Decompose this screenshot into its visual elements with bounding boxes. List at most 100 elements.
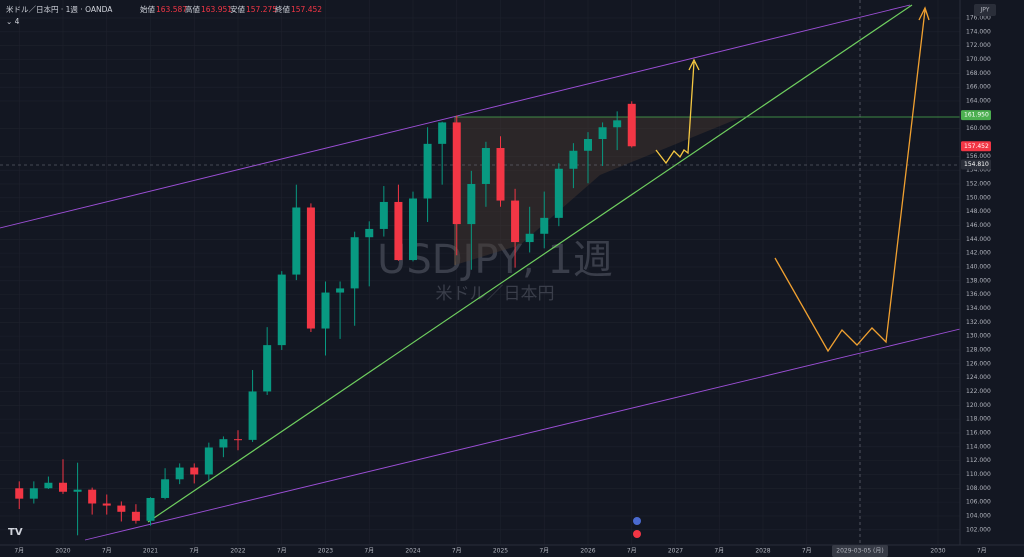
y-tick-label: 134.000 bbox=[966, 305, 991, 312]
y-tick-label: 152.000 bbox=[966, 180, 991, 187]
indicator-count-value: 4 bbox=[15, 17, 20, 26]
candle-body bbox=[102, 503, 111, 506]
y-tick-label: 138.000 bbox=[966, 277, 991, 284]
candle-body bbox=[598, 127, 607, 140]
y-tick-label: 148.000 bbox=[966, 208, 991, 215]
x-tick-label: 7月 bbox=[714, 548, 724, 555]
crosshair-date: 2029-03-05 (月) bbox=[836, 548, 883, 555]
triangle-shade bbox=[455, 117, 742, 265]
candle-body bbox=[59, 482, 67, 492]
x-tick-label: 2026 bbox=[580, 548, 595, 555]
candle-body bbox=[131, 511, 140, 521]
candle-body bbox=[525, 233, 534, 243]
ohlc-value: 157.452 bbox=[291, 5, 322, 14]
candle-body bbox=[350, 237, 359, 289]
candle-body bbox=[306, 207, 315, 329]
candle-body bbox=[394, 201, 403, 261]
x-tick-label: 2023 bbox=[318, 548, 333, 555]
candle-body bbox=[452, 122, 461, 225]
y-tick-label: 102.000 bbox=[966, 526, 991, 533]
candle-body bbox=[511, 200, 520, 243]
candle-body bbox=[117, 505, 126, 512]
crosshair-date-box bbox=[832, 545, 888, 557]
projection-short bbox=[655, 61, 695, 165]
x-tick-label: 2020 bbox=[55, 548, 70, 555]
candle-body bbox=[438, 122, 447, 144]
candle-body bbox=[204, 447, 213, 475]
y-tick-label: 144.000 bbox=[966, 236, 991, 243]
x-tick-label: 7月 bbox=[627, 548, 637, 555]
y-tick-label: 140.000 bbox=[966, 263, 991, 270]
candle-body bbox=[44, 482, 53, 489]
candle-body bbox=[423, 143, 432, 199]
trendline bbox=[147, 4, 913, 523]
y-tick-label: 106.000 bbox=[966, 499, 991, 506]
x-tick-label: 7月 bbox=[189, 548, 199, 555]
candle-body bbox=[321, 292, 330, 329]
candle-body bbox=[292, 207, 301, 275]
y-tick-label: 112.000 bbox=[966, 457, 991, 464]
candle-body bbox=[248, 391, 257, 440]
y-tick-label: 124.000 bbox=[966, 374, 991, 381]
price-label-box bbox=[961, 110, 991, 121]
y-tick-label: 116.000 bbox=[966, 429, 991, 436]
y-tick-label: 172.000 bbox=[966, 42, 991, 49]
y-tick-label: 126.000 bbox=[966, 360, 991, 367]
x-tick-label: 7月 bbox=[277, 548, 287, 555]
candle-body bbox=[29, 488, 38, 499]
ohlc-label: 高値 bbox=[185, 4, 200, 14]
x-tick-label: 7月 bbox=[977, 548, 987, 555]
candle-body bbox=[613, 120, 622, 128]
y-tick-label: 130.000 bbox=[966, 333, 991, 340]
projection-long bbox=[774, 9, 926, 353]
candle-body bbox=[496, 148, 505, 201]
logo[interactable]: TV bbox=[8, 527, 23, 538]
candle-body bbox=[569, 150, 578, 169]
x-tick-label: 7月 bbox=[539, 548, 549, 555]
y-tick-label: 170.000 bbox=[966, 56, 991, 63]
candle-body bbox=[379, 201, 388, 229]
candle-body bbox=[175, 467, 184, 480]
candle-body bbox=[481, 148, 490, 184]
candle-body bbox=[263, 345, 272, 392]
x-tick-label: 7月 bbox=[364, 548, 374, 555]
y-tick-label: 110.000 bbox=[966, 471, 991, 478]
x-tick-label: 2027 bbox=[668, 548, 683, 555]
y-tick-label: 122.000 bbox=[966, 388, 991, 395]
candle-body bbox=[627, 103, 636, 147]
ohlc-label: 始値 bbox=[140, 4, 155, 14]
arrow-head bbox=[688, 58, 700, 71]
y-tick-label: 142.000 bbox=[966, 250, 991, 257]
candle-body bbox=[277, 274, 286, 346]
candle-body bbox=[219, 439, 228, 448]
x-tick-label: 2030 bbox=[930, 548, 945, 555]
x-tick-label: 7月 bbox=[14, 548, 24, 555]
y-tick-label: 120.000 bbox=[966, 402, 991, 409]
x-tick-label: 2028 bbox=[755, 548, 770, 555]
y-tick-label: 108.000 bbox=[966, 485, 991, 492]
ohlc-value: 163.951 bbox=[201, 5, 232, 14]
y-tick-label: 114.000 bbox=[966, 443, 991, 450]
event-badge[interactable] bbox=[633, 530, 641, 538]
event-badge[interactable] bbox=[633, 517, 641, 525]
x-tick-label: 7月 bbox=[452, 548, 462, 555]
symbol[interactable]: 米ドル／日本円 · 1週 · OANDA bbox=[6, 4, 113, 14]
candle-body bbox=[161, 479, 170, 498]
candle-body bbox=[15, 488, 24, 499]
currency-box[interactable] bbox=[974, 4, 996, 16]
x-tick-label: 2022 bbox=[230, 548, 245, 555]
candle-body bbox=[540, 217, 549, 234]
y-tick-label: 136.000 bbox=[966, 291, 991, 298]
candle-body bbox=[584, 139, 592, 151]
x-tick-label: 2024 bbox=[405, 548, 420, 555]
y-tick-label: 146.000 bbox=[966, 222, 991, 229]
price-axis bbox=[960, 0, 1024, 557]
candle-body bbox=[336, 288, 345, 293]
y-tick-label: 160.000 bbox=[966, 125, 991, 132]
candle-body bbox=[190, 467, 199, 475]
candle-body bbox=[467, 183, 476, 225]
arrow-head bbox=[918, 6, 930, 21]
candle-body bbox=[554, 168, 563, 218]
indicator-count[interactable]: ⌄ 4 bbox=[6, 17, 20, 26]
